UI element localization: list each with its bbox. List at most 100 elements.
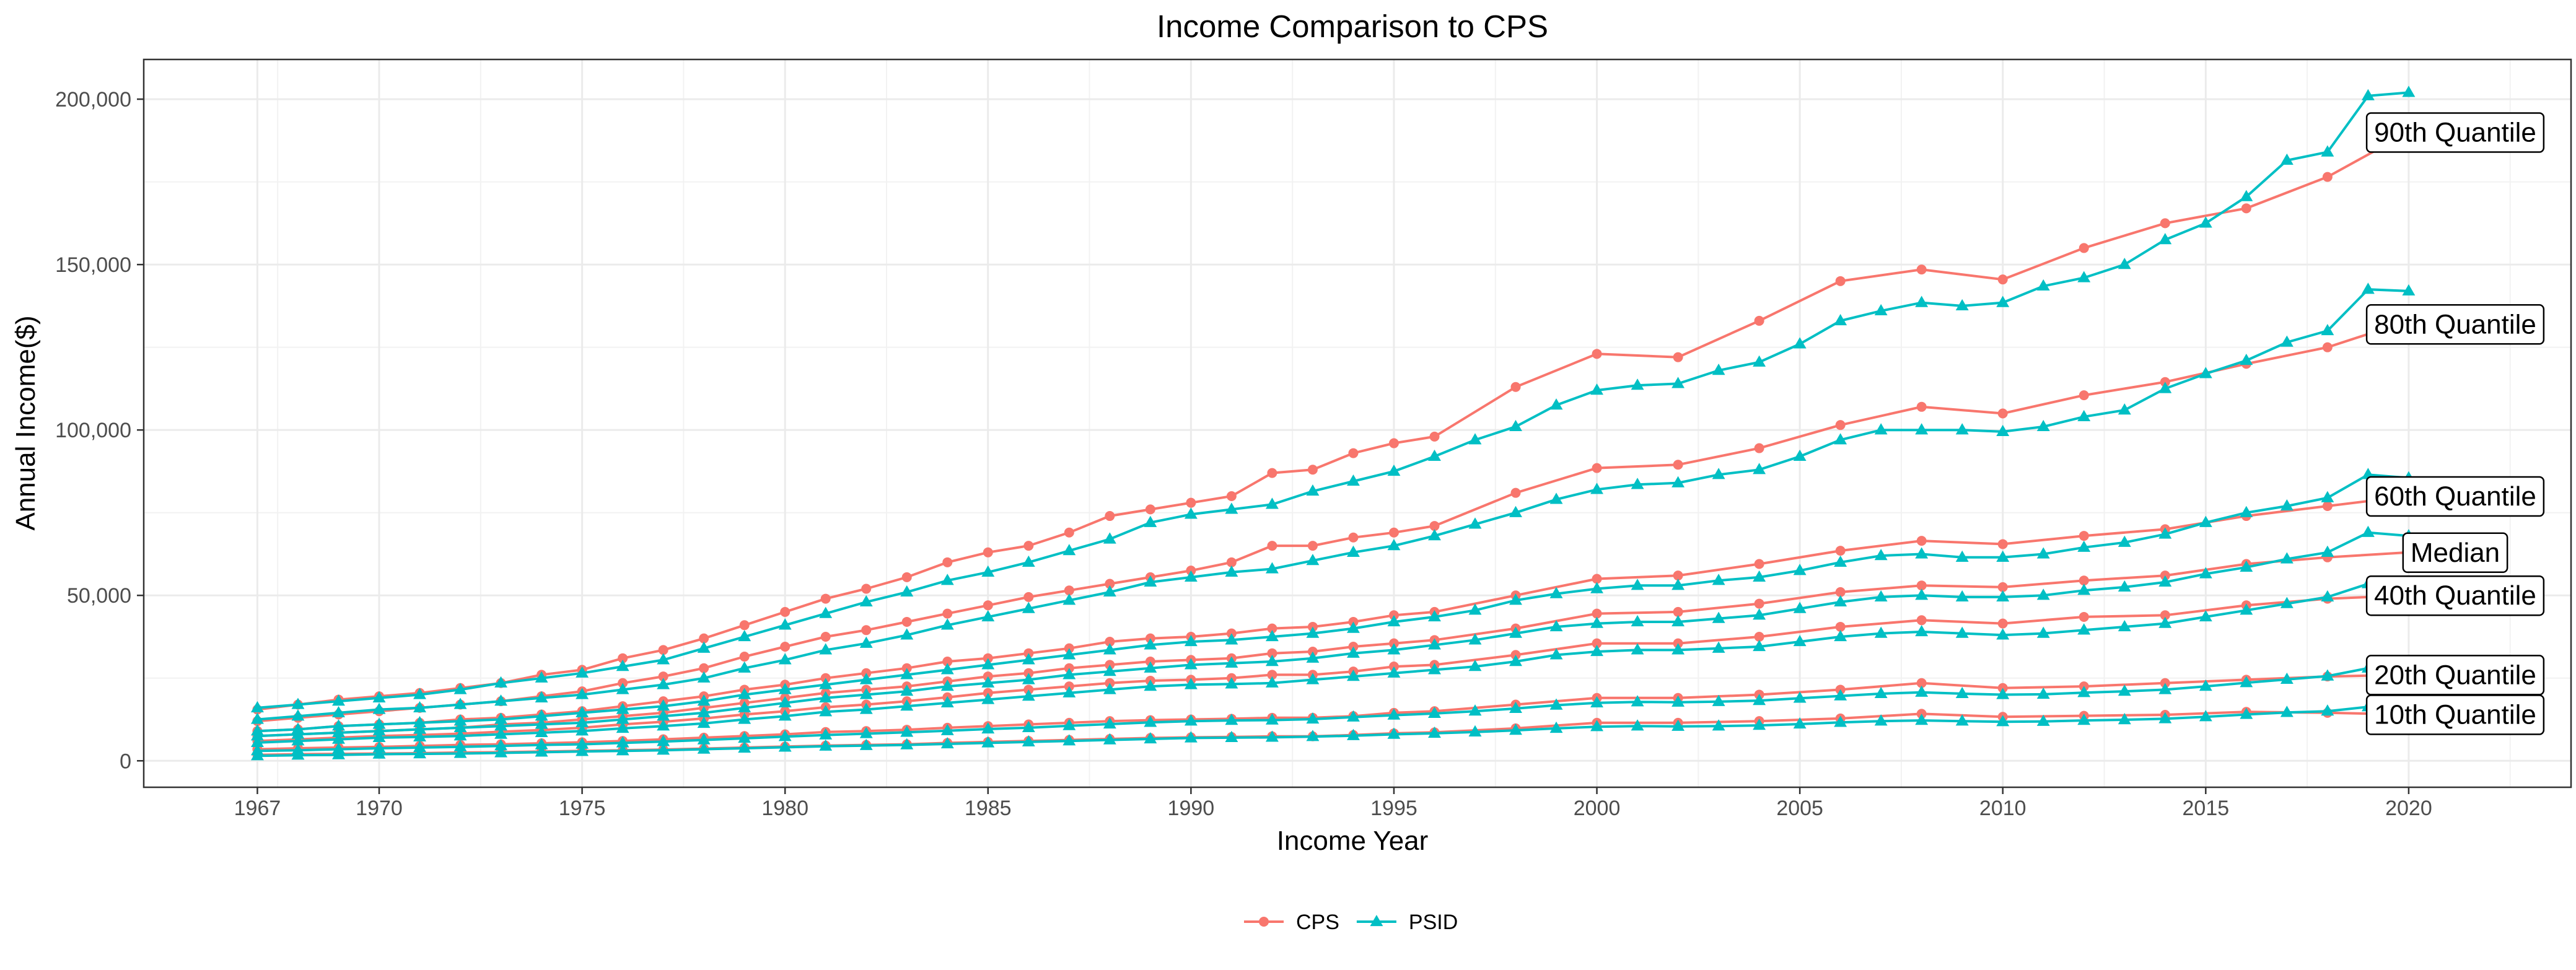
data-point-cps [1835,587,1846,597]
data-point-psid [1834,689,1847,701]
data-point-psid [1225,677,1238,689]
data-point-psid [576,666,589,678]
data-point-psid [1712,611,1725,623]
data-point-psid [738,712,751,724]
data-point-psid [1225,714,1238,725]
data-point-psid [1306,484,1320,496]
data-point-psid [1549,721,1563,733]
x-tick-label: 1967 [234,797,281,820]
data-point-psid [1184,678,1198,689]
data-point-cps [942,557,953,567]
data-point-psid [1509,701,1522,714]
data-point-psid [1753,694,1766,706]
series-psid-median [251,525,2416,741]
data-point-psid [1225,502,1238,514]
data-point-psid [291,697,305,709]
data-point-psid [697,671,711,683]
data-point-psid [1549,492,1563,504]
data-point-psid [453,720,467,733]
data-point-psid [1631,614,1644,627]
data-point-psid [1955,299,1969,311]
data-point-psid [251,701,264,712]
data-point-psid [1062,593,1076,605]
data-point-psid [2036,714,2050,726]
data-point-psid [1874,686,1888,699]
data-point-cps [1916,615,1927,626]
data-point-psid [2118,713,2131,725]
data-point-psid [1062,668,1076,679]
line-psid-median [257,531,2409,738]
data-point-psid [1996,715,2010,727]
line-cps-60th-quantile [257,495,2409,733]
data-point-psid [2199,367,2212,378]
data-point-cps [1348,448,1359,458]
quantile-label: 90th Quantile [2365,112,2545,153]
data-point-cps [1388,527,1399,538]
data-point-psid [1428,449,1441,461]
data-point-psid [535,745,548,757]
x-tick-label: 1995 [1370,797,1417,820]
line-psid-40th-quantile [257,582,2409,744]
data-point-cps [2079,611,2089,622]
data-point-psid [332,742,345,754]
data-point-cps [1145,504,1155,515]
data-point-psid [1428,663,1441,675]
data-point-psid [1753,608,1766,620]
data-point-psid [413,747,426,759]
data-point-psid [2118,580,2131,592]
data-point-psid [1265,562,1279,574]
data-point-psid [1468,633,1482,645]
data-point-psid [1712,694,1725,706]
data-point-psid [2077,540,2091,552]
line-psid-10th-quantile [257,706,2409,758]
data-point-psid [1834,595,1847,607]
data-point-psid [1712,719,1725,731]
data-point-psid [738,731,751,743]
data-point-psid [981,722,995,734]
data-point-psid [738,629,751,642]
data-point-psid [940,737,954,749]
data-point-psid [1915,685,1929,697]
data-point-psid [535,725,548,738]
data-point-psid [1062,719,1076,730]
data-point-psid [2240,707,2253,719]
data-point-psid [372,691,386,702]
data-point-psid [1346,646,1360,658]
y-tick-label: 0 [120,749,131,773]
data-point-psid [859,738,873,750]
data-point-psid [819,705,833,717]
data-point-psid [372,717,386,729]
data-point-cps [618,653,628,663]
data-point-psid [1387,539,1401,551]
data-point-psid [1631,478,1644,489]
data-point-psid [859,636,873,648]
data-point-psid [1955,423,1969,435]
x-tick-label: 2005 [1776,797,1823,820]
data-point-cps [983,547,993,557]
data-point-psid [1793,635,1807,647]
data-point-cps [1997,408,2008,419]
data-point-psid [2199,679,2212,691]
data-point-psid [453,740,467,751]
data-point-cps [1754,315,1764,326]
data-point-cps [942,608,953,619]
data-point-psid [2321,145,2334,157]
data-point-psid [1062,544,1076,556]
data-point-psid [2361,525,2375,537]
data-point-psid [2077,686,2091,697]
data-point-psid [1184,731,1198,743]
data-point-cps [1510,487,1521,498]
data-point-psid [1874,714,1888,726]
data-point-psid [616,702,629,714]
quantile-label-text: Median [2411,538,2500,568]
data-point-cps [1997,274,2008,285]
data-point-psid [2077,271,2091,282]
data-point-psid [1225,633,1238,645]
data-point-psid [1428,726,1441,738]
data-point-cps [1835,420,1846,430]
legend-item-cps: CPS [1244,911,1339,934]
data-point-psid [940,663,954,675]
data-point-psid [2118,258,2131,269]
